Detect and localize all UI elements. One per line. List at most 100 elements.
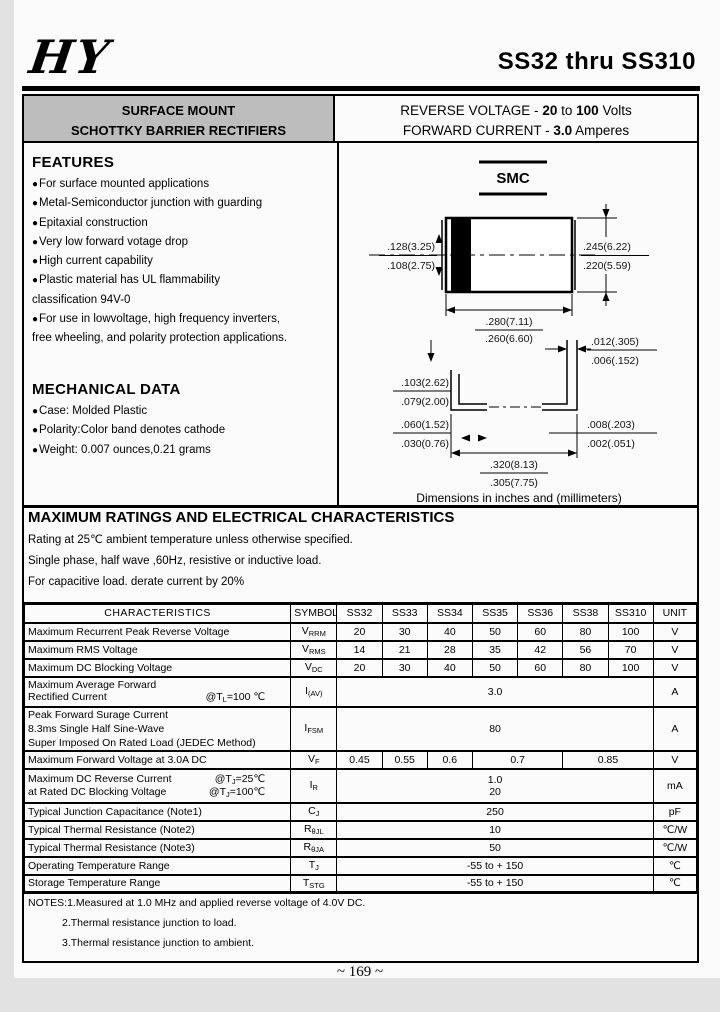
value-cell: 60 <box>517 621 564 642</box>
value-cell: 60 <box>517 657 564 678</box>
row-label: Peak Forward Surage Current 8.3ms Single… <box>22 705 292 752</box>
symbol-cell: VDC <box>290 657 338 678</box>
table-row: Maximum DC Blocking Voltage VDC 20 30 40… <box>22 657 699 678</box>
forward-current-line: FORWARD CURRENT - 3.0 Amperes <box>402 123 630 138</box>
condition: @TJ=25℃ <box>214 772 266 786</box>
table-row: Typical Thermal Resistance (Note3) RθJA … <box>22 837 699 858</box>
notes-section: NOTES:1.Measured at 1.0 MHz and applied … <box>28 893 688 953</box>
col-header-unit: UNIT <box>652 602 699 624</box>
bullet-icon: ● <box>32 198 39 210</box>
table-row: Operating Temperature Range TJ -55 to + … <box>22 855 699 876</box>
value-cell: 28 <box>426 639 473 660</box>
symbol-cell: RθJL <box>290 819 338 840</box>
package-outline-drawing: SMC .128(3.25) .108(2.75) .245(6.22) .22 <box>369 160 657 505</box>
feature-item: ●High current capability <box>32 255 153 268</box>
value-cell: 30 <box>381 621 428 642</box>
brand-logo: HY <box>26 30 115 84</box>
reverse-voltage-line: REVERSE VOLTAGE - 20 to 100 Volts <box>400 103 632 118</box>
package-name-label: SMC <box>496 170 530 187</box>
symbol-cell: TSTG <box>290 873 338 894</box>
unit-cell: V <box>652 657 699 678</box>
symbol-cell: CJ <box>290 801 338 822</box>
value-cell: 70 <box>607 639 654 660</box>
characteristics-table: CHARACTERISTICS SYMBOL SS32 SS33 SS34 SS… <box>22 602 699 894</box>
feature-item: ●Epitaxial construction <box>32 216 148 229</box>
dim-body-height-min: .108(2.75) <box>387 260 435 272</box>
unit-cell: ℃/W <box>652 837 699 858</box>
value-cell: 21 <box>381 639 428 660</box>
unit-cell: V <box>652 639 699 660</box>
value-cell: 14 <box>336 639 383 660</box>
unit-cell: ℃ <box>652 873 699 894</box>
table-row: Maximum RMS Voltage VRMS 14 21 28 35 42 … <box>22 639 699 660</box>
note-line-3: 3.Thermal resistance junction to ambient… <box>62 937 255 949</box>
dim-body-height-max: .128(3.25) <box>387 241 435 253</box>
mechanical-item: ●Polarity:Color band denotes cathode <box>32 424 226 437</box>
maximum-ratings-section: MAXIMUM RATINGS AND ELECTRICAL CHARACTER… <box>28 509 688 593</box>
row-label: Maximum RMS Voltage <box>22 639 292 660</box>
bullet-icon: ● <box>32 236 39 248</box>
col-header-part: SS33 <box>381 602 428 624</box>
value-cell: 20 <box>336 657 383 678</box>
header-divider <box>22 86 700 91</box>
value-cell: 42 <box>517 639 564 660</box>
unit-cell: V <box>652 621 699 642</box>
symbol-cell: IR <box>290 767 338 804</box>
value-cell: 0.7 <box>471 749 564 770</box>
value-cell: 50 <box>336 837 654 858</box>
feature-item-continuation: free wheeling, and polarity protection a… <box>32 332 288 345</box>
unit-cell: pF <box>652 801 699 822</box>
value-cell: 0.85 <box>562 749 654 770</box>
symbol-cell: I(AV) <box>290 675 338 708</box>
value-cell: 100 <box>607 621 654 642</box>
dim-body-length-min: .260(6.60) <box>485 333 533 345</box>
page-title: SS32 thru SS310 <box>497 48 696 75</box>
value-cell: 0.6 <box>426 749 473 770</box>
value-cell: 40 <box>426 657 473 678</box>
row-label: Maximum Forward Voltage at 3.0A DC <box>22 749 292 770</box>
value-cell: 10 <box>336 819 654 840</box>
unit-cell: A <box>652 705 699 752</box>
note-line-1: NOTES:1.Measured at 1.0 MHz and applied … <box>28 897 366 909</box>
feature-item: ●Metal-Semiconductor junction with guard… <box>32 197 263 210</box>
category-line-1: SURFACE MOUNT <box>121 103 236 118</box>
col-header-part: SS32 <box>336 602 383 624</box>
dim-height-max: .103(2.62) <box>401 377 449 389</box>
dim-body-width-min: .220(5.59) <box>583 260 631 272</box>
feature-item: ●For use in lowvoltage, high frequency i… <box>32 313 281 326</box>
row-label: Maximum DC Blocking Voltage <box>22 657 292 678</box>
row-label: Maximum DC Reverse Current @TJ=25℃ at Ra… <box>22 767 292 804</box>
product-category: SURFACE MOUNT SCHOTTKY BARRIER RECTIFIER… <box>22 94 335 143</box>
value-cell: 0.55 <box>381 749 428 770</box>
ratings-note-1: Rating at 25℃ ambient temperature unless… <box>28 534 353 546</box>
row-label: Maximum Recurrent Peak Reverse Voltage <box>22 621 292 642</box>
unit-cell: ℃ <box>652 855 699 876</box>
feature-item-continuation: classification 94V-0 <box>32 293 131 306</box>
symbol-cell: RθJA <box>290 837 338 858</box>
row-label: Storage Temperature Range <box>22 873 292 894</box>
value-cell: 56 <box>562 639 609 660</box>
ratings-title: MAXIMUM RATINGS AND ELECTRICAL CHARACTER… <box>28 509 455 526</box>
symbol-cell: VRRM <box>290 621 338 642</box>
dim-foot-max: .008(.203) <box>587 419 635 431</box>
ratings-note-3: For capacitive load. derate current by 2… <box>28 576 245 588</box>
symbol-cell: TJ <box>290 855 338 876</box>
col-header-part: SS310 <box>607 602 654 624</box>
dim-foot-min: .002(.051) <box>587 438 635 450</box>
bullet-icon: ● <box>32 256 39 268</box>
value-cell: 80 <box>562 621 609 642</box>
package-drawing-column: SMC .128(3.25) .108(2.75) .245(6.22) .22 <box>337 142 699 508</box>
condition: @TL=100 ℃ <box>205 691 266 704</box>
table-row: Storage Temperature Range TSTG -55 to + … <box>22 873 699 894</box>
symbol-cell: VRMS <box>290 639 338 660</box>
col-header-characteristics: CHARACTERISTICS <box>22 602 292 624</box>
col-header-part: SS34 <box>426 602 473 624</box>
bullet-icon: ● <box>32 217 39 229</box>
category-line-2: SCHOTTKY BARRIER RECTIFIERS <box>71 123 286 138</box>
value-cell: 50 <box>471 621 519 642</box>
value-cell: 80 <box>562 657 609 678</box>
col-header-part: SS35 <box>471 602 519 624</box>
dim-lead-thickness-max: .012(.305) <box>591 336 639 348</box>
feature-item: ●Very low forward votage drop <box>32 235 188 248</box>
